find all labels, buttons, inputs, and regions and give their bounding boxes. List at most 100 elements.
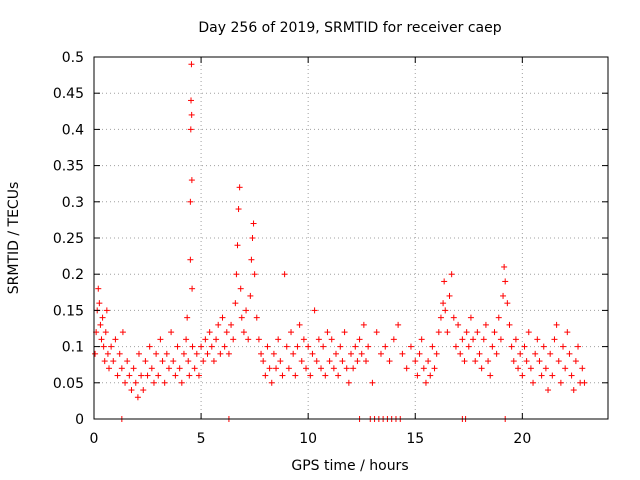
data-point [305,343,312,350]
data-point [249,235,256,241]
data-point [100,343,107,350]
data-point [281,271,288,278]
data-point [506,321,513,328]
data-point [126,372,133,379]
data-point [251,271,258,278]
data-point [373,329,380,336]
data-point [467,314,474,321]
data-point [285,365,292,372]
data-point [104,350,111,357]
data-point [157,336,164,343]
data-point [448,271,455,278]
data-point [99,314,106,321]
data-point [213,336,220,343]
data-point [146,343,153,350]
data-point [440,300,447,307]
y-tick-label: 0.25 [53,231,84,247]
x-tick-label: 5 [197,431,206,447]
data-point [534,336,541,343]
data-point [208,343,215,350]
data-point [320,343,327,350]
data-point [155,372,162,379]
data-point [248,256,255,263]
data-point [403,365,410,372]
data-point [416,350,423,357]
data-point [240,329,247,336]
y-tick-label: 0.2 [62,267,84,283]
data-point [165,365,172,372]
data-point [217,350,224,357]
data-point [130,365,137,372]
data-point [508,343,515,350]
data-point [523,358,530,365]
data-point [110,358,117,365]
data-point [362,358,369,365]
data-point [191,365,198,372]
data-point [253,314,260,321]
data-point [425,358,432,365]
data-point [237,285,244,292]
data-point [365,343,372,350]
data-point [245,336,252,343]
data-point [170,358,177,365]
data-point [235,206,242,213]
data-point [339,358,346,365]
data-point [358,350,365,357]
data-point [536,358,543,365]
data-point [193,350,200,357]
data-point [551,336,558,343]
data-point [495,314,502,321]
data-point [101,358,108,365]
data-point [452,343,459,350]
data-point [206,329,213,336]
data-point [210,358,217,365]
data-point [292,372,299,379]
data-point [128,387,135,394]
data-point [270,350,277,357]
data-point [335,372,342,379]
data-point [150,379,157,386]
data-point [236,184,243,191]
chart-title: Day 256 of 2019, SRMTID for receiver cae… [198,20,501,36]
y-tick-label: 0.4 [62,122,84,138]
data-point [195,372,202,379]
data-point [138,372,145,379]
data-point [418,336,425,343]
data-point [294,343,301,350]
data-point [132,379,139,386]
data-point [352,343,359,350]
data-point [521,343,528,350]
data-point [228,321,235,328]
data-point [491,329,498,336]
data-point [186,372,193,379]
data-point [298,358,305,365]
data-point [382,343,389,350]
data-point [189,285,196,292]
data-point [459,336,466,343]
data-point [98,336,105,343]
data-point [431,365,438,372]
data-point [545,387,552,394]
y-tick-label: 0.45 [53,86,84,102]
data-point [232,300,239,307]
data-point [463,329,470,336]
data-point [96,300,103,307]
data-point [489,343,496,350]
data-point [560,343,567,350]
data-point [519,372,526,379]
data-point [553,321,560,328]
data-point [572,358,579,365]
data-point [470,336,477,343]
data-point [348,350,354,357]
data-point [407,343,414,350]
data-point [188,61,195,68]
data-point [247,292,254,299]
data-point [474,329,481,336]
data-point [140,387,147,394]
data-point [515,365,522,372]
data-point [180,350,187,357]
data-point [187,198,194,205]
y-tick-label: 0.5 [62,50,84,66]
data-point [95,285,102,292]
x-tick-labels: 0 5 10 15 20 [90,431,532,447]
